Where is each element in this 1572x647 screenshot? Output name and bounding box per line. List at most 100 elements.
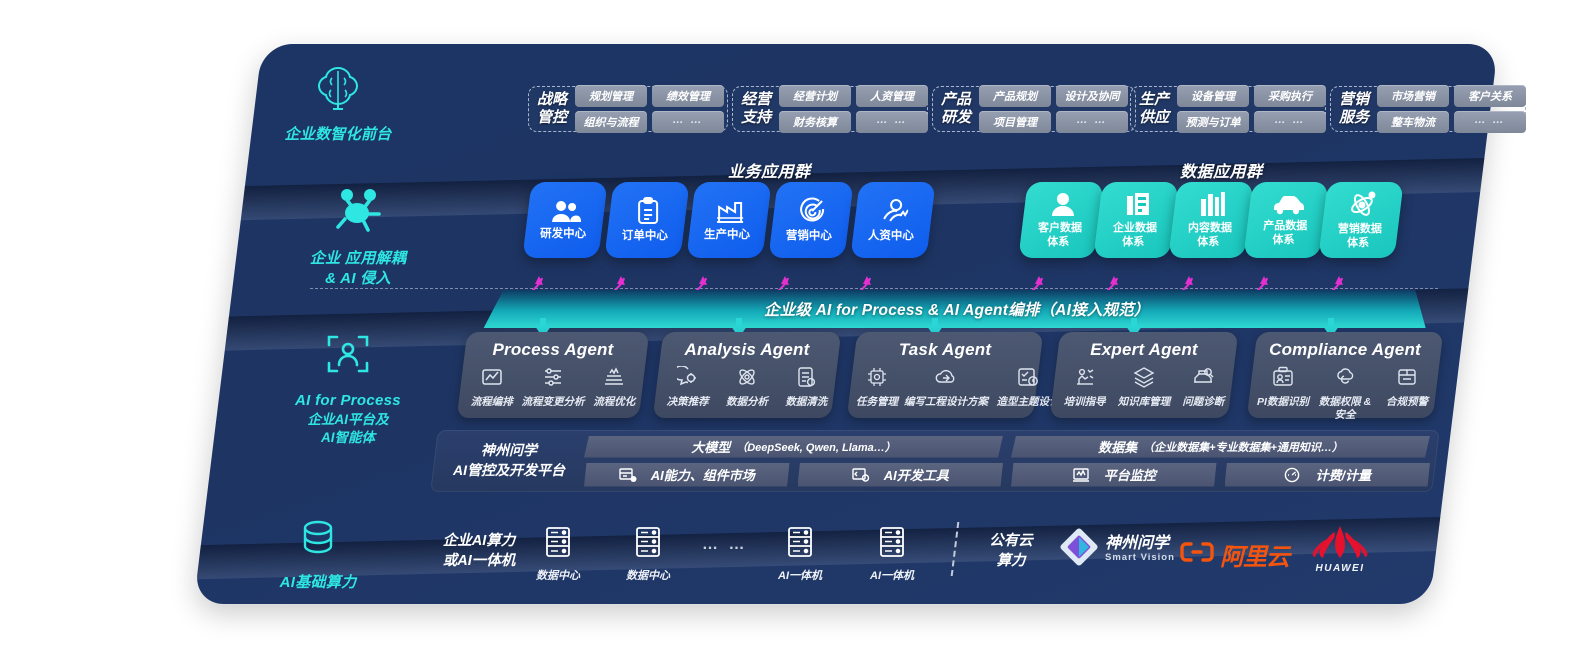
- agent-feature[interactable]: 培训指导: [1055, 366, 1114, 408]
- infra-node-ai-1[interactable]: AI一体机: [768, 526, 832, 583]
- chip[interactable]: 项目管理: [979, 111, 1052, 133]
- chip[interactable]: 规划管理: [575, 85, 648, 107]
- agent-card-expert[interactable]: Expert Agent 培训指导 知识库管理 问题诊断: [1049, 332, 1239, 418]
- app-card-hr-center[interactable]: 人资中心: [850, 182, 936, 258]
- dataset-note: （企业数据集+专业数据集+通用知识…）: [1143, 441, 1343, 454]
- platform-bar-billing[interactable]: 计费/计量: [1225, 463, 1431, 487]
- platform-bar-monitor[interactable]: 平台监控: [1011, 463, 1217, 487]
- data-card-marketing[interactable]: 营销数据 体系: [1318, 182, 1404, 258]
- agent-feature[interactable]: 流程变更分析: [522, 366, 585, 408]
- agent-feature[interactable]: 流程编排: [462, 366, 522, 408]
- atom-icon: [1349, 190, 1377, 218]
- rail-label-2: 企业AI平台及: [307, 412, 389, 428]
- app-card-production-center[interactable]: 生产中心: [686, 182, 772, 258]
- agent-feature[interactable]: 知识库管理: [1114, 366, 1173, 408]
- server-icon: [785, 527, 815, 562]
- data-card-product[interactable]: 产品数据 体系: [1243, 182, 1329, 258]
- database-icon: [218, 518, 418, 565]
- domain-group-product-rd[interactable]: 产品 研发 产品规划 设计及协同 项目管理 … …: [932, 85, 1136, 133]
- enterprise-compute-label: 企业AI算力 或AI一体机: [404, 532, 554, 571]
- target-icon: [798, 197, 826, 225]
- domain-group-operations[interactable]: 经营 支持 经营计划 人资管理 财务核算 … …: [732, 85, 929, 133]
- chip[interactable]: 人资管理: [856, 85, 929, 107]
- chip[interactable]: 产品规划: [979, 85, 1052, 107]
- agent-feature[interactable]: 任务管理: [852, 366, 902, 408]
- data-card-label-1: 产品数据: [1263, 220, 1308, 233]
- agent-feature[interactable]: 数据权限 & 安全: [1314, 366, 1376, 421]
- agent-link-arrows: [535, 318, 1339, 338]
- devtool-icon: [852, 467, 870, 483]
- feature-label: 知识库管理: [1117, 396, 1171, 408]
- platform-bar-llm[interactable]: 大模型 （DeepSeek, Qwen, Llama…）: [584, 436, 1003, 458]
- app-card-order-center[interactable]: 订单中心: [604, 182, 690, 258]
- agent-feature[interactable]: 流程优化: [585, 366, 645, 408]
- agent-feature[interactable]: 决策推荐: [658, 365, 717, 408]
- chip[interactable]: 组织与流程: [575, 111, 648, 133]
- data-card-label-1: 企业数据: [1112, 222, 1157, 235]
- users-icon: [551, 199, 582, 223]
- chip-more[interactable]: … …: [652, 111, 725, 133]
- chip[interactable]: 客户关系: [1454, 85, 1527, 107]
- data-card-enterprise[interactable]: 企业数据 体系: [1093, 182, 1179, 258]
- agent-feature[interactable]: 造型主题设计: [990, 366, 1066, 408]
- chip[interactable]: 整车物流: [1377, 111, 1450, 133]
- agent-feature[interactable]: 数据分析: [717, 366, 776, 408]
- chip-more[interactable]: … …: [1056, 111, 1129, 133]
- agent-feature[interactable]: 问题诊断: [1174, 366, 1233, 408]
- agent-card-task[interactable]: Task Agent 任务管理 编写工程设计方案 造型主题设计: [846, 332, 1060, 418]
- feature-label: 培训指导: [1063, 396, 1106, 408]
- feature-label-2: 安全: [1334, 409, 1356, 422]
- chip-more[interactable]: … …: [1454, 111, 1527, 133]
- factory-icon: [715, 198, 745, 224]
- agent-feature[interactable]: 数据清洗: [777, 366, 836, 408]
- infra-node-label: AI一体机: [870, 570, 914, 582]
- app-card-rd-center[interactable]: 研发中心: [522, 182, 608, 258]
- domain-group-production-supply[interactable]: 生产 供应 设备管理 采购执行 预测与订单 … …: [1130, 85, 1327, 133]
- chip[interactable]: 财务核算: [779, 111, 852, 133]
- domain-chips: 市场营销 客户关系 整车物流 … …: [1377, 85, 1527, 133]
- agent-name: Expert Agent: [1090, 340, 1198, 359]
- chip[interactable]: 预测与订单: [1177, 111, 1250, 133]
- agent-card-compliance[interactable]: Compliance Agent PI数据识别 数据权限 & 安全 合规预警: [1246, 332, 1444, 421]
- data-card-customer[interactable]: 客户数据 体系: [1018, 182, 1104, 258]
- rail-label-2: & AI 侵入: [325, 270, 391, 288]
- app-card-marketing-center[interactable]: 营销中心: [768, 182, 854, 258]
- chip[interactable]: 设计及协同: [1056, 85, 1129, 107]
- agent-feature[interactable]: 合规预警: [1376, 366, 1438, 408]
- infra-node-dc-1[interactable]: 数据中心: [526, 526, 590, 583]
- layers-icon: [1133, 366, 1155, 393]
- agent-feature[interactable]: 编写工程设计方案: [904, 366, 988, 408]
- agent-card-analysis[interactable]: Analysis Agent 决策推荐 数据分析 数据清洗: [652, 332, 842, 418]
- public-cloud-label: 公有云 算力: [966, 532, 1056, 571]
- platform-bar-devtool[interactable]: AI开发工具: [798, 463, 1004, 487]
- chip-more[interactable]: … …: [856, 111, 929, 133]
- optimize-icon: [603, 366, 625, 393]
- chip-more[interactable]: … …: [1254, 111, 1327, 133]
- car-icon: [1272, 193, 1304, 215]
- chip[interactable]: 绩效管理: [652, 85, 725, 107]
- domain-group-marketing-service[interactable]: 营销 服务 市场营销 客户关系 整车物流 … …: [1330, 85, 1527, 133]
- agent-feature[interactable]: PI数据识别: [1252, 366, 1314, 408]
- feature-label: 问题诊断: [1182, 396, 1225, 408]
- chip[interactable]: 经营计划: [779, 85, 852, 107]
- billing-label: 计费/计量: [1315, 468, 1372, 483]
- infra-node-dc-2[interactable]: 数据中心: [616, 526, 680, 583]
- agent-name: Analysis Agent: [684, 340, 810, 359]
- chip[interactable]: 市场营销: [1377, 85, 1450, 107]
- infra-node-ai-2[interactable]: AI一体机: [860, 526, 924, 583]
- platform-bar-market[interactable]: AI能力、组件市场: [584, 463, 790, 487]
- domain-group-strategy[interactable]: 战略 管控 规划管理 绩效管理 组织与流程 … …: [528, 85, 728, 133]
- vendor-huawei[interactable]: HUAWEI: [1300, 524, 1380, 574]
- platform-bar-dataset[interactable]: 数据集 （企业数据集+专业数据集+通用知识…）: [1011, 436, 1430, 458]
- chip[interactable]: 采购执行: [1254, 85, 1327, 107]
- atom-analysis-icon: [736, 366, 758, 393]
- agent-name: Task Agent: [898, 340, 992, 359]
- agent-name: Compliance Agent: [1269, 340, 1421, 359]
- vendor-smart-vision[interactable]: 神州问学 Smart Vision: [1060, 528, 1175, 571]
- domain-name: 战略 管控: [537, 91, 568, 126]
- vendor-aliyun[interactable]: 阿里云: [1180, 537, 1290, 572]
- agent-card-process[interactable]: Process Agent 流程编排 流程变更分析 流程优化: [456, 332, 650, 418]
- chip[interactable]: 设备管理: [1177, 85, 1250, 107]
- user-icon: [1050, 191, 1076, 217]
- data-card-content[interactable]: 内容数据 体系: [1168, 182, 1254, 258]
